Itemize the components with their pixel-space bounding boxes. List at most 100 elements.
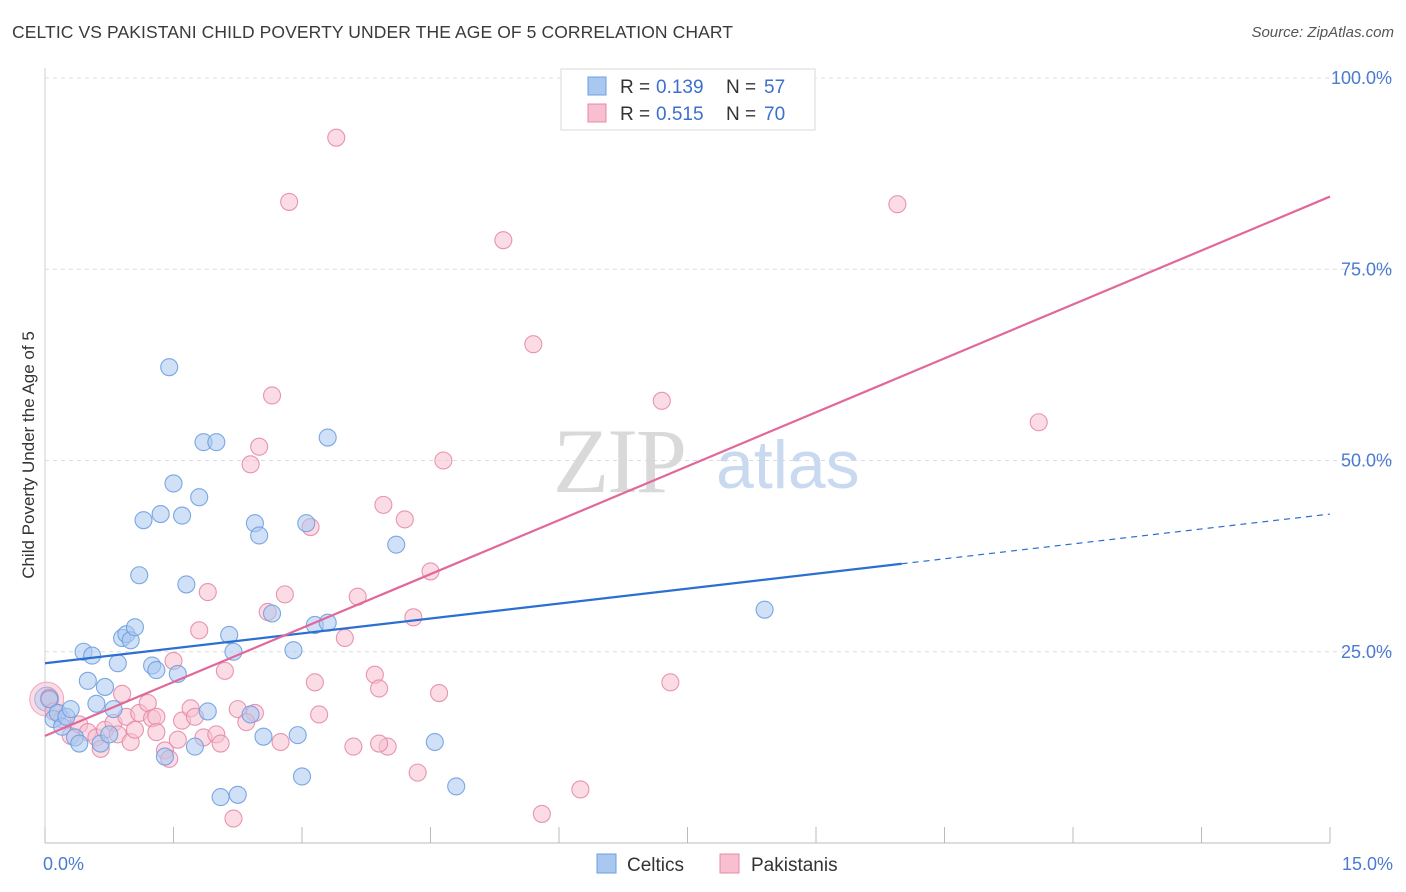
point-celtics bbox=[61, 700, 80, 719]
point-pakistanis bbox=[888, 195, 907, 214]
trend-line-pakistanis bbox=[44, 195, 1331, 737]
series-legend: Celtics Pakistanis bbox=[596, 853, 838, 876]
axes bbox=[44, 68, 1331, 844]
point-pakistanis bbox=[271, 732, 290, 752]
point-pakistanis bbox=[370, 734, 389, 753]
point-celtics bbox=[147, 661, 166, 680]
point-celtics bbox=[207, 433, 226, 452]
point-pakistanis bbox=[494, 231, 513, 250]
point-celtics bbox=[425, 732, 444, 752]
point-pakistanis bbox=[198, 583, 217, 602]
legend-swatch-pakistanis bbox=[587, 103, 607, 123]
trend-line-celtics bbox=[44, 562, 902, 665]
point-celtics bbox=[78, 671, 97, 690]
y-tick-label: 25.0% bbox=[1341, 642, 1392, 662]
point-pakistanis bbox=[147, 707, 166, 726]
point-pakistanis bbox=[211, 734, 230, 753]
y-axis-label: Child Poverty Under the Age of 5 bbox=[19, 331, 38, 579]
point-celtics bbox=[241, 705, 260, 724]
watermark: ZIP atlas bbox=[553, 410, 860, 512]
point-celtics bbox=[83, 646, 102, 665]
point-celtics bbox=[134, 511, 153, 530]
point-pakistanis bbox=[215, 661, 234, 680]
correlation-legend: R = 0.139 N = 57 R = 0.515 N = 70 bbox=[560, 68, 816, 131]
y-tick-label: 50.0% bbox=[1341, 451, 1392, 471]
point-pakistanis bbox=[408, 763, 427, 782]
point-celtics bbox=[130, 566, 149, 585]
point-pakistanis bbox=[125, 720, 144, 739]
point-pakistanis bbox=[335, 628, 354, 648]
legend-r-value: 0.515 bbox=[656, 104, 704, 125]
legend-label-pakistanis: Pakistanis bbox=[751, 855, 838, 876]
point-pakistanis bbox=[113, 684, 132, 703]
legend-r-label: R = bbox=[620, 77, 650, 98]
y-tick-label: 100.0% bbox=[1331, 68, 1392, 88]
point-pakistanis bbox=[241, 455, 260, 474]
y-tick-labels: 25.0% 50.0% 75.0% 100.0% bbox=[1331, 68, 1392, 662]
x-tick-labels: 0.0% 15.0% bbox=[43, 854, 1393, 874]
point-pakistanis bbox=[310, 705, 329, 724]
point-celtics bbox=[87, 694, 106, 713]
point-celtics bbox=[198, 702, 217, 721]
point-celtics bbox=[95, 677, 115, 696]
legend-n-value: 70 bbox=[764, 104, 785, 125]
point-pakistanis bbox=[344, 737, 363, 756]
legend-n-label: N = bbox=[726, 77, 756, 98]
point-pakistanis bbox=[147, 723, 166, 742]
point-celtics bbox=[211, 788, 230, 807]
point-celtics bbox=[284, 641, 303, 660]
trend-line-celtics-extension bbox=[901, 513, 1331, 565]
point-celtics bbox=[40, 690, 59, 709]
legend-n-label: N = bbox=[726, 104, 756, 125]
point-celtics bbox=[100, 725, 119, 744]
point-celtics bbox=[160, 358, 179, 377]
point-celtics bbox=[164, 474, 183, 493]
point-celtics bbox=[318, 428, 337, 447]
point-celtics bbox=[155, 747, 174, 766]
legend-r-label: R = bbox=[620, 104, 650, 125]
point-celtics bbox=[292, 767, 312, 786]
point-pakistanis bbox=[571, 780, 590, 799]
point-pakistanis bbox=[404, 608, 423, 627]
point-celtics bbox=[297, 514, 316, 533]
point-pakistanis bbox=[532, 804, 551, 823]
watermark-atlas: atlas bbox=[716, 427, 860, 503]
point-celtics bbox=[250, 526, 269, 545]
point-celtics bbox=[228, 785, 247, 804]
legend-swatch-celtics bbox=[587, 76, 607, 96]
grid-lines bbox=[45, 77, 1392, 653]
point-pakistanis bbox=[168, 730, 187, 749]
point-celtics bbox=[288, 726, 307, 745]
point-celtics bbox=[387, 535, 406, 554]
point-pakistanis bbox=[280, 192, 299, 211]
data-points bbox=[29, 128, 1048, 828]
point-pakistanis bbox=[661, 673, 680, 692]
point-pakistanis bbox=[262, 386, 282, 405]
legend-label-celtics: Celtics bbox=[627, 855, 684, 876]
point-celtics bbox=[125, 618, 144, 637]
watermark-zip: ZIP bbox=[553, 410, 685, 512]
legend-r-value: 0.139 bbox=[656, 77, 704, 98]
point-pakistanis bbox=[1029, 413, 1048, 432]
point-pakistanis bbox=[370, 679, 389, 698]
x-tick-label: 15.0% bbox=[1342, 854, 1393, 874]
point-celtics bbox=[108, 654, 127, 673]
chart-title: CELTIC VS PAKISTANI CHILD POVERTY UNDER … bbox=[12, 22, 734, 42]
legend-swatch-pakistanis bbox=[719, 853, 740, 874]
source-label: Source: ZipAtlas.com bbox=[1251, 24, 1394, 41]
legend-n-value: 57 bbox=[764, 77, 785, 98]
point-celtics bbox=[262, 604, 282, 623]
point-celtics bbox=[447, 777, 466, 796]
point-celtics bbox=[254, 727, 273, 746]
point-pakistanis bbox=[430, 684, 449, 703]
point-celtics bbox=[70, 734, 89, 753]
point-pakistanis bbox=[395, 510, 414, 529]
point-celtics bbox=[177, 575, 196, 594]
trend-lines bbox=[44, 195, 1331, 737]
point-pakistanis bbox=[224, 809, 243, 828]
point-pakistanis bbox=[374, 495, 393, 514]
point-pakistanis bbox=[327, 128, 346, 147]
point-pakistanis bbox=[652, 391, 671, 410]
point-celtics bbox=[185, 737, 204, 756]
